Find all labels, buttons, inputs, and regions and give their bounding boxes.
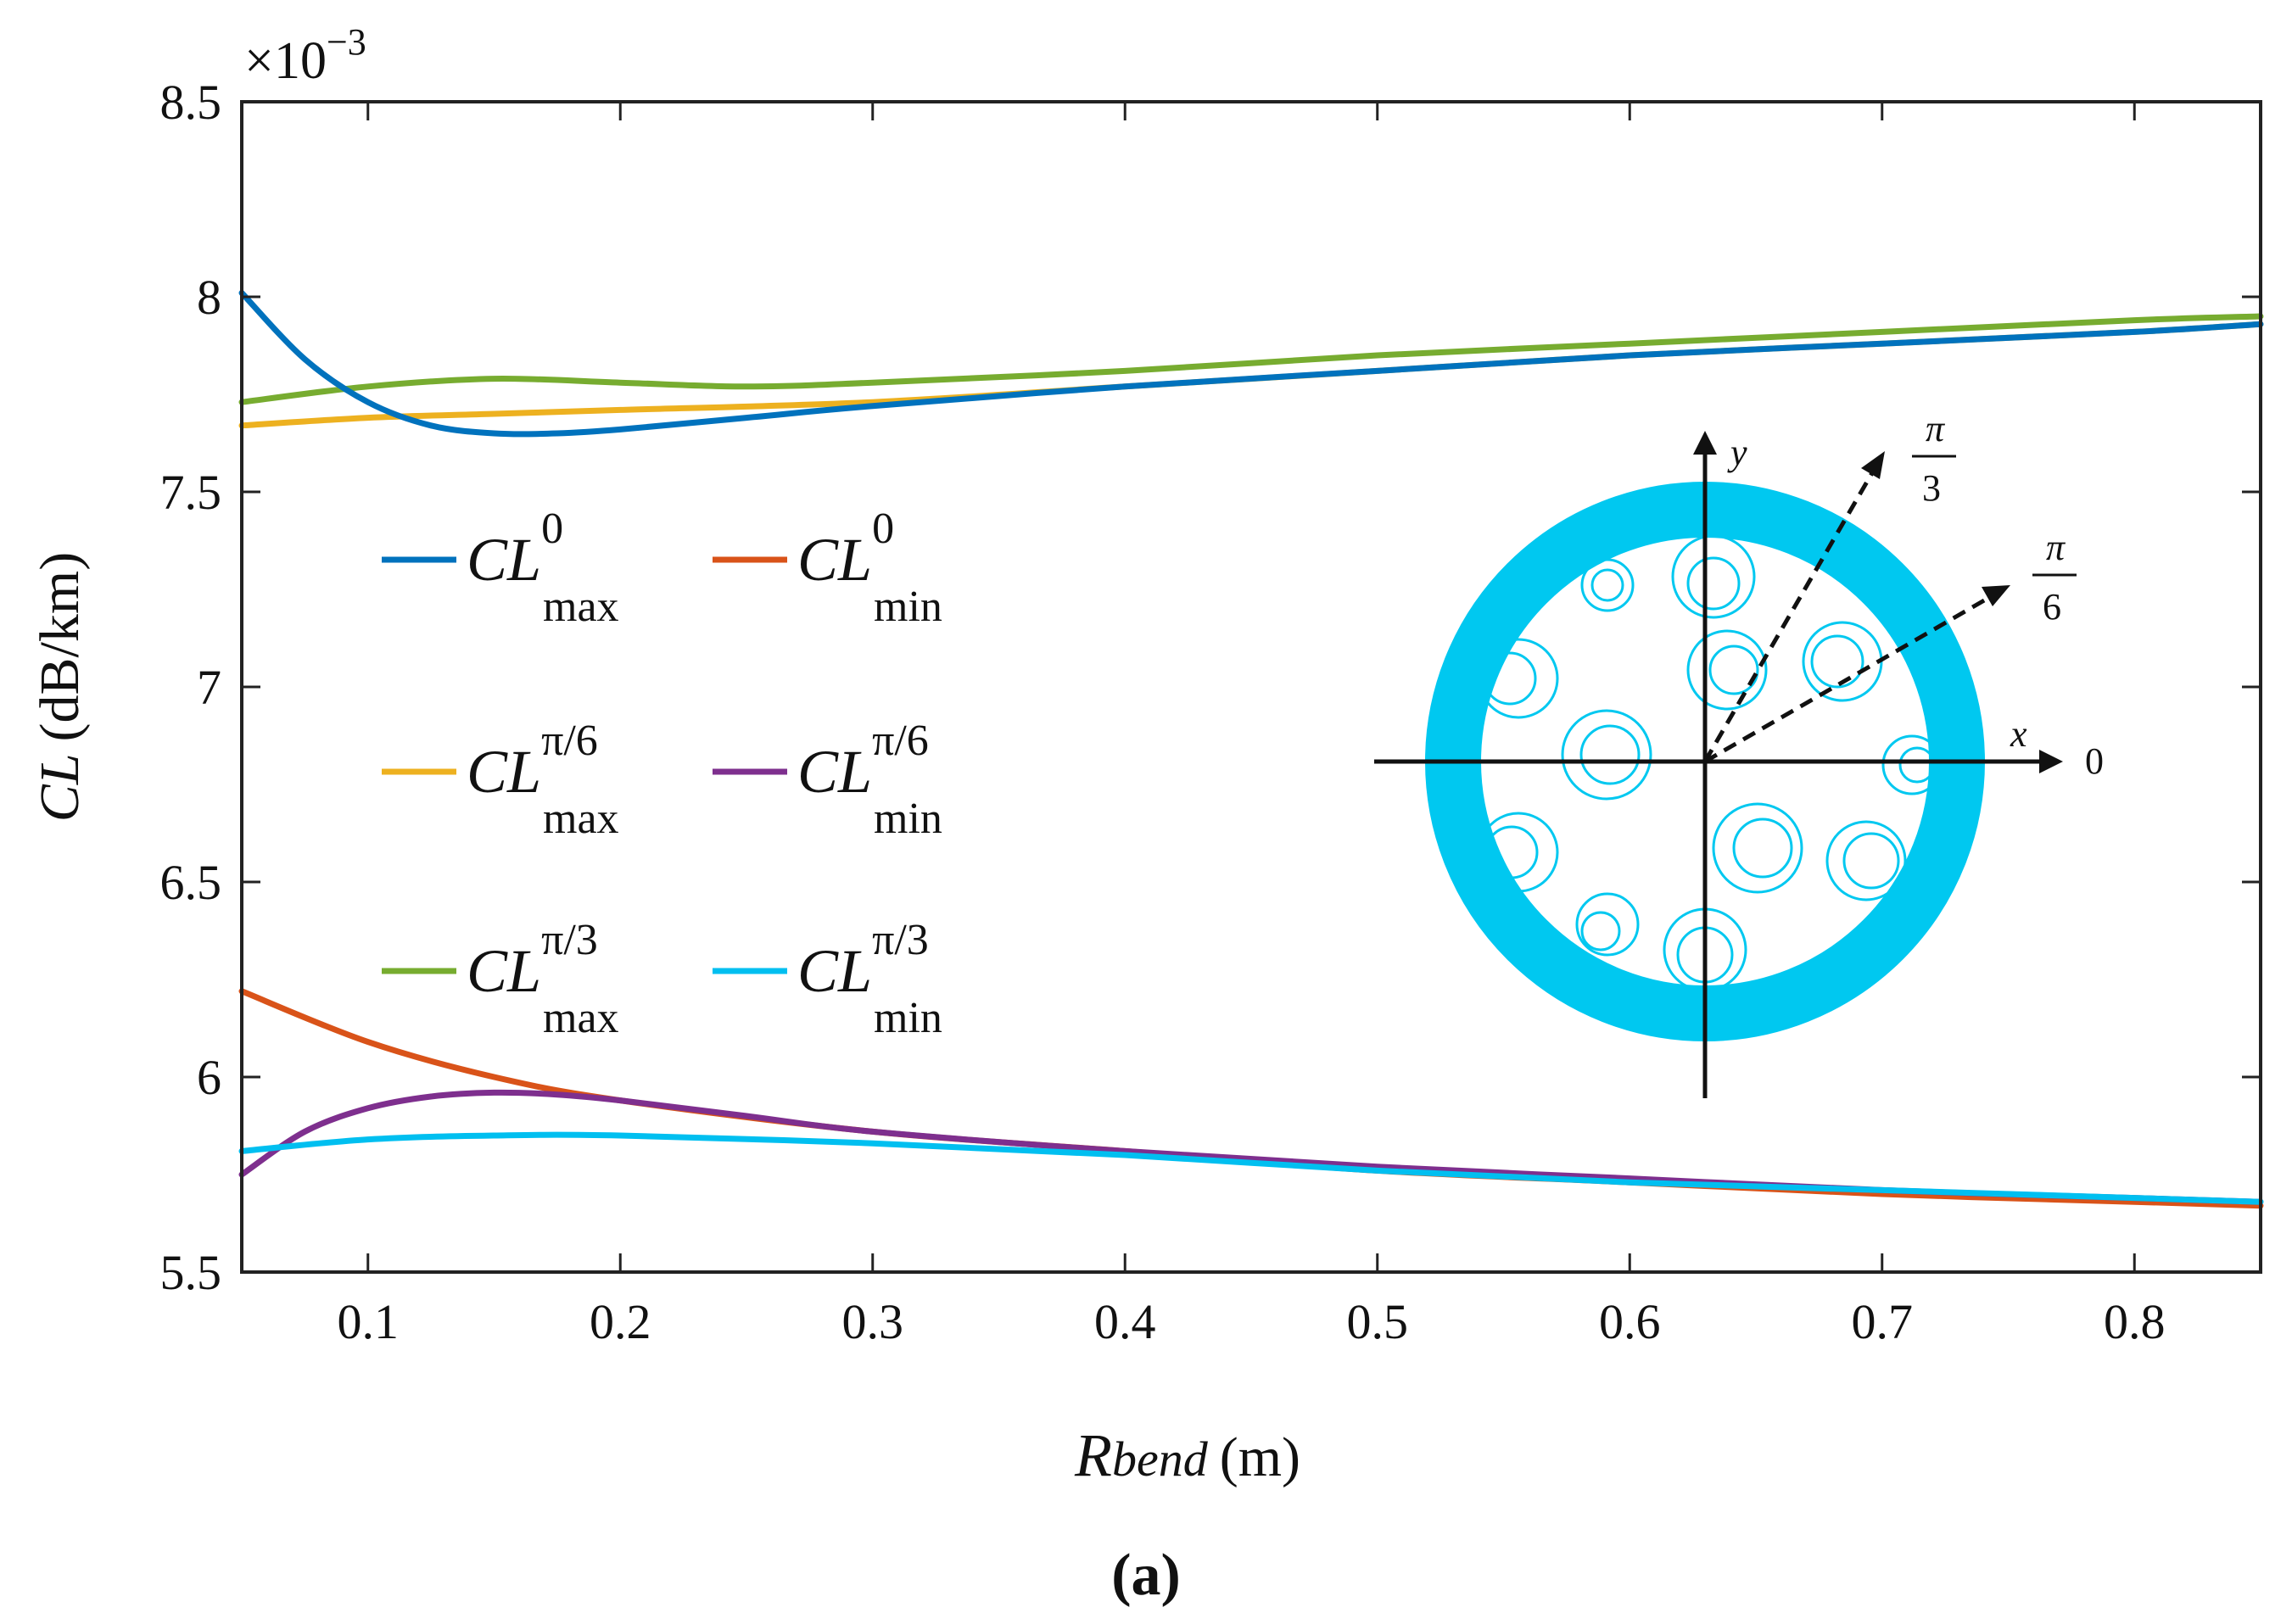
y-axis-title-unit: (dB/km): [29, 552, 91, 742]
capillary-nested: [1810, 634, 1864, 689]
ray-pi-over-6: [1703, 594, 1992, 764]
x-axis-title-sub: bend: [1112, 1431, 1209, 1487]
legend-label: CL0: [467, 505, 563, 594]
legend-label-sub: max: [543, 795, 619, 843]
multiplier-base: ×10: [244, 32, 327, 90]
series-line-CLpi3max: [238, 313, 2264, 405]
legend-label-sup: π/6: [872, 717, 929, 765]
pi6-numerator: π: [2046, 527, 2066, 568]
capillary-nested: [1580, 911, 1621, 952]
y-tick-label: 7: [197, 660, 221, 715]
capillary-nested: [1579, 724, 1641, 785]
y-tick-label: 8: [197, 270, 221, 325]
capillary-outer: [1686, 629, 1768, 711]
capillary-outer: [1580, 558, 1635, 612]
legend-label: CLπ/6: [797, 717, 929, 806]
x-axis-title-main: R: [1074, 1421, 1112, 1489]
legend-label-sub: min: [874, 795, 942, 843]
inset-x-label: x: [2010, 713, 2027, 755]
capillary-outer: [1561, 709, 1652, 801]
capillary-nested: [1898, 746, 1936, 784]
ray-pi-over-3-arrowhead: [1861, 451, 1885, 479]
inset-x-arrowhead: [2039, 750, 2063, 773]
x-tick-label: 0.2: [590, 1294, 651, 1349]
multiplier-exponent: −3: [327, 21, 366, 63]
x-axis-title: Rbend (m): [1074, 1421, 1300, 1489]
legend-label-sup: 0: [541, 505, 563, 553]
capillary-nested: [1708, 645, 1759, 695]
legend-label-sub: min: [874, 583, 942, 631]
x-tick-label: 0.7: [1852, 1294, 1914, 1349]
legend-label-sub: max: [543, 583, 619, 631]
legend-label-base: CL: [797, 738, 872, 806]
ray-pi-over-6-arrowhead: [1982, 585, 2010, 606]
legend-label-sup: π/3: [541, 916, 598, 964]
legend-label-sub: max: [543, 994, 619, 1042]
capillary-outer: [1881, 734, 1943, 795]
fiber-cross-section-inset: y x 0 π 3 π 6: [1374, 408, 2104, 1098]
capillary-outer: [1825, 820, 1907, 901]
capillary-nested: [1842, 832, 1900, 890]
x-tick-label: 0.8: [2104, 1294, 2166, 1349]
inset-y-arrowhead: [1693, 431, 1717, 455]
legend-label-sup: 0: [872, 505, 894, 553]
capillary-outer: [1575, 892, 1640, 957]
legend-label: CLπ/3: [797, 916, 929, 1005]
ticks-layer: 0.1 0.2 0.3 0.4 0.5 0.6 0.7 0.8 5.5 6 6.5 7 7.5 8 8.5: [160, 75, 2261, 1349]
capillary-nested: [1483, 651, 1537, 706]
capillary-outer: [1478, 638, 1559, 719]
legend-label-sub: min: [874, 994, 942, 1042]
series-line-CLpi3min: [238, 1131, 2264, 1205]
legend-label-sup: π/6: [541, 717, 598, 765]
y-multiplier-label: ×10−3: [244, 21, 366, 90]
y-tick-label: 8.5: [160, 75, 222, 130]
x-tick-label: 0.4: [1094, 1294, 1156, 1349]
y-tick-label: 7.5: [160, 465, 222, 520]
y-tick-label: 6: [197, 1050, 221, 1105]
pi3-denominator: 3: [1922, 467, 1941, 509]
legend-label-base: CL: [797, 526, 872, 594]
legend-label: CLπ/6: [467, 717, 598, 806]
legend-label-base: CL: [467, 937, 541, 1005]
x-tick-label: 0.3: [842, 1294, 904, 1349]
capillary-nested: [1686, 556, 1741, 611]
series-layer: [238, 289, 2264, 1209]
ray-pi-over-3: [1702, 470, 1876, 763]
capillary-tubes: [1478, 534, 1943, 992]
legend-label-base: CL: [797, 937, 872, 1005]
legend-label-base: CL: [467, 738, 541, 806]
capillary-outer: [1671, 534, 1756, 619]
capillary-nested: [1484, 825, 1539, 879]
legend-label: CLπ/3: [467, 916, 598, 1005]
y-tick-label: 6.5: [160, 855, 222, 910]
pi3-numerator: π: [1926, 408, 1946, 449]
pi6-denominator: 6: [2043, 586, 2061, 628]
inset-zero-label: 0: [2085, 740, 2104, 782]
capillary-outer: [1712, 802, 1803, 894]
y-axis-title-main: CL: [29, 753, 91, 822]
x-tick-label: 0.1: [338, 1294, 400, 1349]
legend-label-sup: π/3: [872, 916, 929, 964]
y-tick-label: 5.5: [160, 1245, 222, 1300]
legend: CL0maxCL0minCLπ/6maxCLπ/6minCLπ/3maxCLπ/…: [382, 505, 942, 1042]
inset-y-label: y: [1727, 432, 1747, 473]
figure-caption: (a): [1111, 1543, 1181, 1608]
x-tick-label: 0.6: [1599, 1294, 1661, 1349]
capillary-outer: [1478, 812, 1559, 893]
legend-label-base: CL: [467, 526, 541, 594]
x-tick-label: 0.5: [1347, 1294, 1409, 1349]
y-axis-title: CL (dB/km): [29, 552, 91, 822]
capillary-nested: [1732, 818, 1793, 879]
legend-label: CL0: [797, 505, 894, 594]
capillary-nested: [1590, 568, 1624, 602]
series-line-CL0max: [238, 289, 2264, 438]
x-axis-title-unit: (m): [1220, 1426, 1300, 1488]
